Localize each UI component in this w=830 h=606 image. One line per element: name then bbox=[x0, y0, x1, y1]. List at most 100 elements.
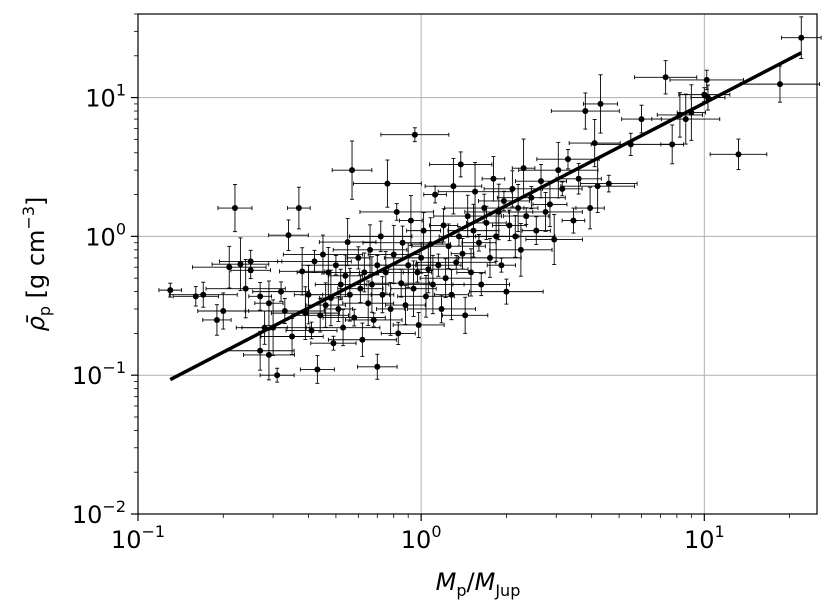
point-marker bbox=[295, 205, 302, 212]
point-marker bbox=[274, 372, 281, 379]
point-marker bbox=[422, 293, 429, 300]
data-point bbox=[225, 330, 295, 371]
point-marker bbox=[299, 268, 306, 275]
data-point bbox=[354, 256, 390, 313]
data-point bbox=[402, 262, 433, 283]
data-point bbox=[268, 219, 309, 251]
point-marker bbox=[432, 191, 439, 198]
data-point bbox=[486, 257, 516, 273]
point-marker bbox=[555, 167, 562, 174]
data-point bbox=[323, 296, 353, 322]
data-point bbox=[219, 249, 283, 273]
point-marker bbox=[509, 185, 516, 192]
data-point bbox=[383, 242, 459, 274]
data-point bbox=[550, 92, 620, 130]
point-marker bbox=[538, 178, 545, 185]
point-marker bbox=[559, 185, 566, 192]
point-marker bbox=[285, 232, 292, 239]
point-marker bbox=[735, 151, 742, 158]
data-point bbox=[357, 353, 398, 380]
point-marker bbox=[703, 76, 710, 83]
plot-frame bbox=[137, 13, 818, 515]
data-point bbox=[560, 159, 635, 213]
data-point bbox=[254, 280, 284, 326]
point-marker bbox=[440, 222, 447, 229]
point-marker bbox=[237, 261, 244, 268]
point-marker bbox=[591, 140, 598, 147]
point-marker bbox=[265, 300, 272, 307]
data-point bbox=[359, 203, 435, 221]
data-point bbox=[442, 296, 489, 334]
data-point bbox=[669, 69, 745, 91]
data-point bbox=[406, 212, 442, 250]
point-marker bbox=[395, 330, 402, 337]
point-marker bbox=[438, 305, 445, 312]
data-point bbox=[433, 194, 503, 238]
point-marker bbox=[498, 262, 505, 269]
point-marker bbox=[638, 116, 645, 123]
point-marker bbox=[213, 316, 220, 323]
point-marker bbox=[512, 233, 519, 240]
point-marker bbox=[564, 156, 571, 163]
point-marker bbox=[379, 291, 386, 298]
point-marker bbox=[468, 269, 475, 276]
data-point bbox=[242, 329, 295, 381]
data-point bbox=[590, 132, 671, 156]
data-point bbox=[481, 156, 506, 202]
data-point bbox=[172, 286, 219, 307]
data-point bbox=[450, 238, 475, 270]
point-marker bbox=[605, 180, 612, 187]
data-point bbox=[299, 355, 335, 384]
point-marker bbox=[167, 287, 174, 294]
data-point bbox=[496, 186, 566, 210]
data-point bbox=[352, 159, 422, 208]
point-marker bbox=[398, 280, 405, 287]
point-marker bbox=[319, 251, 326, 258]
point-marker bbox=[335, 305, 342, 312]
data-point bbox=[634, 60, 698, 95]
data-point bbox=[211, 237, 270, 292]
point-marker bbox=[662, 74, 669, 81]
point-marker bbox=[200, 291, 207, 298]
point-marker bbox=[377, 233, 384, 240]
point-marker bbox=[368, 281, 375, 288]
point-marker bbox=[523, 213, 530, 220]
data-point bbox=[372, 268, 430, 298]
point-marker bbox=[411, 131, 418, 138]
point-marker bbox=[533, 227, 540, 234]
x-tick-label: 101 bbox=[684, 522, 725, 554]
point-marker bbox=[192, 293, 199, 300]
data-point bbox=[318, 218, 377, 267]
point-marker bbox=[370, 316, 377, 323]
data-point bbox=[518, 141, 599, 199]
point-marker bbox=[500, 197, 507, 204]
data-point bbox=[349, 220, 413, 253]
point-marker bbox=[445, 243, 452, 250]
data-point bbox=[477, 190, 530, 212]
data-point bbox=[322, 308, 386, 327]
point-marker bbox=[486, 254, 493, 261]
point-marker bbox=[570, 217, 577, 224]
data-point bbox=[287, 186, 311, 230]
fit-line bbox=[169, 51, 803, 382]
data-point bbox=[332, 224, 408, 276]
data-point bbox=[397, 275, 455, 318]
point-marker bbox=[220, 308, 227, 315]
point-marker bbox=[337, 281, 344, 288]
data-points bbox=[158, 16, 822, 384]
data-point bbox=[651, 93, 721, 145]
point-marker bbox=[420, 227, 427, 234]
data-point bbox=[536, 148, 600, 170]
data-point bbox=[580, 174, 638, 193]
data-point bbox=[407, 294, 476, 324]
data-point bbox=[291, 298, 349, 333]
point-marker bbox=[281, 308, 288, 315]
data-point bbox=[503, 207, 550, 225]
point-marker bbox=[405, 262, 412, 269]
point-marker bbox=[435, 262, 442, 269]
point-marker bbox=[597, 100, 604, 107]
point-marker bbox=[429, 281, 436, 288]
data-point bbox=[296, 246, 360, 298]
data-point bbox=[380, 127, 450, 143]
point-marker bbox=[346, 291, 353, 298]
